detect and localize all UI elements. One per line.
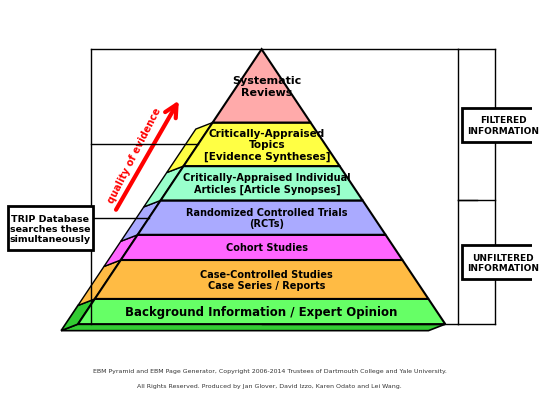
Text: Case-Controlled Studies
Case Series / Reports: Case-Controlled Studies Case Series / Re…	[200, 269, 333, 290]
Polygon shape	[61, 299, 95, 331]
FancyBboxPatch shape	[8, 207, 93, 251]
Text: quality of evidence: quality of evidence	[105, 107, 163, 205]
Text: Randomized Controlled Trials
(RCTs): Randomized Controlled Trials (RCTs)	[186, 207, 348, 229]
Polygon shape	[121, 201, 161, 242]
Polygon shape	[95, 261, 429, 299]
Text: UNFILTERED
INFORMATION: UNFILTERED INFORMATION	[467, 253, 539, 272]
Polygon shape	[104, 235, 138, 267]
Polygon shape	[78, 299, 446, 324]
Polygon shape	[144, 167, 183, 207]
Text: Critically-Appraised
Topics
[Evidence Syntheses]: Critically-Appraised Topics [Evidence Sy…	[204, 128, 330, 162]
Text: Background Information / Expert Opinion: Background Information / Expert Opinion	[126, 305, 398, 318]
Text: TRIP Database
searches these
simultaneously: TRIP Database searches these simultaneou…	[10, 214, 91, 244]
Polygon shape	[212, 50, 311, 123]
Text: FILTERED
INFORMATION: FILTERED INFORMATION	[467, 116, 539, 135]
Polygon shape	[78, 261, 121, 306]
Text: EBM Pyramid and EBM Page Generator, Copyright 2006-2014 Trustees of Dartmouth Co: EBM Pyramid and EBM Page Generator, Copy…	[92, 369, 447, 373]
FancyBboxPatch shape	[461, 109, 544, 142]
Polygon shape	[121, 235, 402, 261]
FancyBboxPatch shape	[461, 246, 544, 279]
Polygon shape	[161, 167, 363, 201]
Text: Critically-Appraised Individual
Articles [Article Synopses]: Critically-Appraised Individual Articles…	[183, 173, 351, 195]
Polygon shape	[138, 201, 385, 235]
Text: Cohort Studies: Cohort Studies	[226, 243, 308, 253]
Polygon shape	[183, 123, 340, 167]
Text: Systematic
Reviews: Systematic Reviews	[232, 76, 301, 97]
Polygon shape	[167, 123, 212, 173]
Text: All Rights Reserved. Produced by Jan Glover, David Izzo, Karen Odato and Lei Wan: All Rights Reserved. Produced by Jan Glo…	[137, 383, 402, 388]
Polygon shape	[61, 324, 446, 331]
